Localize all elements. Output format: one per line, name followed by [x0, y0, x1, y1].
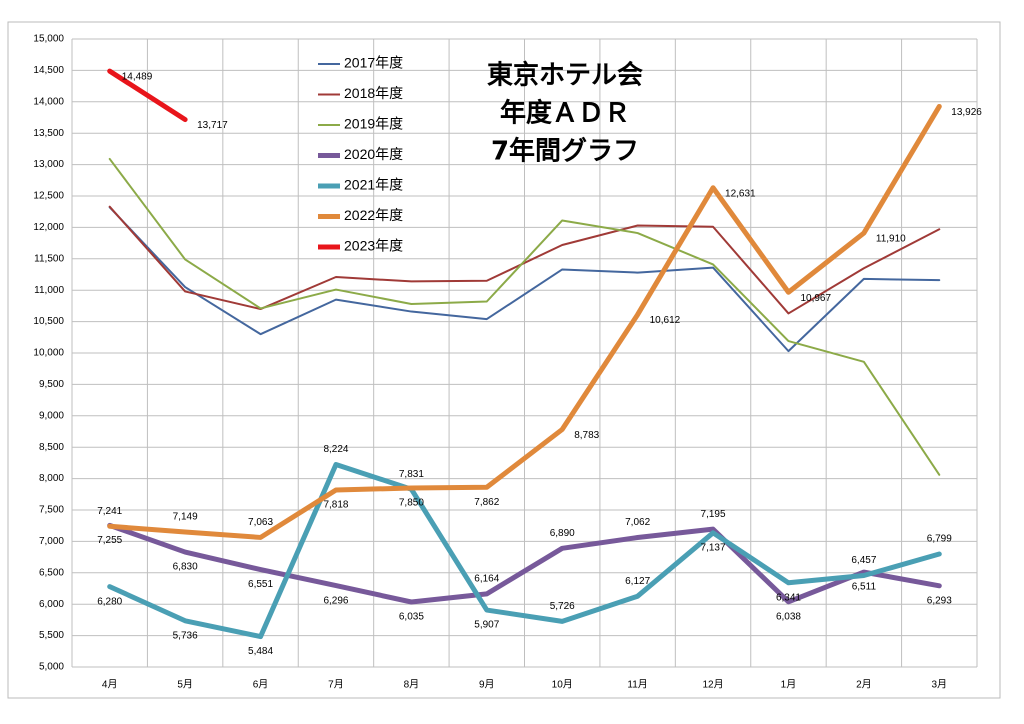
series-line	[108, 205, 941, 315]
data-label: 6,164	[474, 574, 499, 585]
legend-label: 2019年度	[344, 116, 403, 132]
data-label: 6,280	[97, 596, 122, 607]
y-tick-label: 13,500	[33, 128, 64, 139]
data-label: 7,831	[399, 469, 424, 480]
data-label: 6,341	[776, 592, 801, 603]
y-tick-label: 5,000	[39, 662, 64, 673]
y-tick-label: 9,500	[39, 379, 64, 390]
x-tick-label: 11月	[627, 679, 647, 691]
y-tick-label: 12,500	[33, 191, 64, 202]
data-label: 7,850	[399, 498, 424, 509]
data-label: 8,224	[323, 444, 348, 455]
data-label: 5,736	[173, 630, 198, 641]
series-line	[107, 462, 942, 640]
data-label: 7,862	[474, 497, 499, 508]
data-label: 7,195	[701, 509, 726, 520]
data-label: 13,717	[197, 120, 228, 131]
data-label: 7,241	[97, 506, 122, 517]
series-line	[107, 103, 942, 540]
series-line	[108, 206, 941, 353]
x-tick-label: 7月	[328, 679, 344, 691]
data-label: 14,489	[122, 72, 153, 83]
data-label: 6,890	[550, 528, 575, 539]
data-label: 6,799	[927, 534, 952, 545]
data-label: 7,255	[97, 535, 122, 546]
y-tick-label: 14,000	[33, 96, 64, 107]
y-tick-label: 11,500	[34, 253, 64, 264]
data-label: 5,726	[550, 601, 575, 612]
y-tick-label: 9,000	[39, 410, 64, 421]
y-tick-label: 14,500	[33, 65, 64, 76]
chart-title: 東京ホテル会	[487, 60, 643, 91]
series-line	[107, 68, 188, 123]
data-label: 10,612	[650, 315, 681, 326]
data-label: 7,063	[248, 517, 273, 528]
x-tick-label: 4月	[102, 679, 118, 691]
data-label: 6,296	[323, 595, 348, 606]
y-tick-label: 5,500	[39, 630, 64, 641]
data-label: 11,910	[876, 234, 906, 245]
data-label: 7,149	[173, 512, 198, 523]
x-tick-label: 2月	[856, 679, 872, 691]
x-tick-label: 1月	[781, 679, 797, 691]
data-label: 10,967	[800, 293, 831, 304]
chart-title: 7年間グラフ	[491, 136, 639, 167]
legend-label: 2023年度	[344, 238, 403, 254]
series-line	[108, 157, 941, 476]
data-label: 6,830	[173, 562, 198, 573]
data-label: 7,062	[625, 517, 650, 528]
y-tick-label: 15,000	[33, 34, 64, 45]
legend-label: 2017年度	[344, 55, 403, 71]
y-tick-label: 13,000	[33, 159, 64, 170]
data-label: 8,783	[574, 430, 599, 441]
y-tick-label: 7,500	[39, 505, 64, 516]
x-tick-label: 6月	[253, 679, 269, 691]
data-label: 6,551	[248, 579, 273, 590]
data-label: 6,038	[776, 611, 801, 622]
x-tick-label: 12月	[702, 679, 723, 691]
legend-label: 2022年度	[344, 207, 403, 223]
y-tick-label: 12,000	[33, 222, 64, 233]
data-label: 6,127	[625, 576, 650, 587]
y-tick-label: 6,500	[39, 567, 64, 578]
data-label: 5,484	[248, 646, 273, 657]
series-line	[107, 522, 942, 605]
y-tick-label: 8,000	[39, 473, 64, 484]
data-label: 12,631	[725, 188, 756, 199]
data-label: 7,818	[323, 500, 348, 511]
data-label: 13,926	[951, 107, 982, 118]
data-label: 6,457	[851, 555, 876, 566]
y-tick-label: 11,000	[34, 285, 64, 296]
legend-label: 2018年度	[344, 85, 403, 101]
x-tick-label: 9月	[479, 679, 495, 691]
data-label: 7,137	[701, 542, 726, 553]
y-tick-label: 10,500	[33, 316, 64, 327]
y-tick-label: 10,000	[33, 348, 64, 359]
x-tick-label: 3月	[932, 679, 948, 691]
data-label: 6,511	[852, 582, 877, 593]
data-label: 6,035	[399, 612, 424, 623]
y-tick-label: 6,000	[39, 599, 64, 610]
x-tick-label: 5月	[177, 679, 193, 691]
x-tick-label: 10月	[552, 679, 573, 691]
y-tick-label: 8,500	[39, 442, 64, 453]
chart-title: 年度ＡＤＲ	[500, 98, 630, 129]
data-label: 6,293	[927, 595, 952, 606]
data-label: 5,907	[474, 620, 499, 631]
legend-label: 2020年度	[344, 146, 403, 162]
y-tick-label: 7,000	[39, 536, 64, 547]
x-tick-label: 8月	[404, 679, 420, 691]
legend-label: 2021年度	[344, 177, 403, 193]
